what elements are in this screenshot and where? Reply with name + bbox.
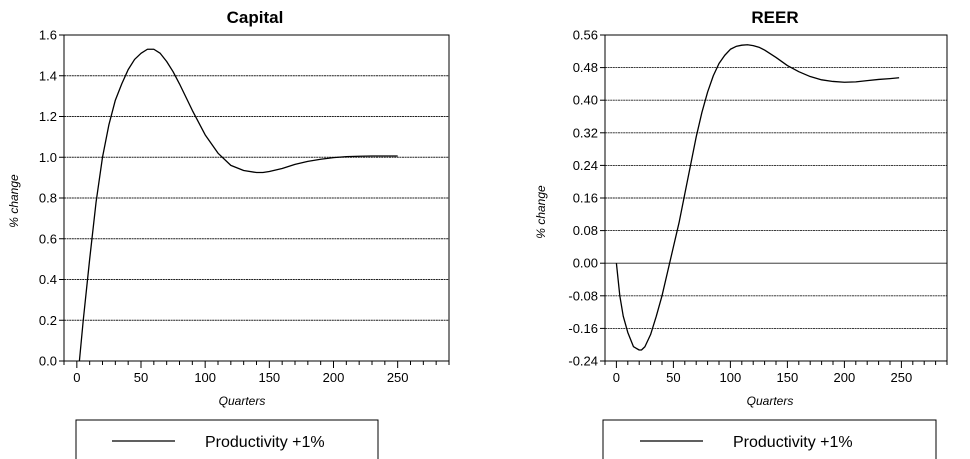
y-tick-label: 0.0 [39,354,57,369]
series-line [615,44,900,351]
y-tick-label: -0.16 [568,321,598,336]
plot-frame [604,34,948,362]
y-tick-label: 1.6 [39,28,57,43]
x-tick-label: 50 [666,370,680,385]
x-tick-label: 200 [834,370,856,385]
y-tick-label: -0.08 [568,288,598,303]
series-line [78,48,398,362]
x-axis-label: Quarters [219,394,266,408]
x-tick-label: 150 [258,370,280,385]
y-tick-label: 1.2 [39,109,57,124]
plot-frame [63,34,450,362]
x-tick-label: 150 [777,370,799,385]
x-tick-label: 0 [73,370,80,385]
y-tick-label: 1.0 [39,150,57,165]
y-tick-label: 0.4 [39,272,57,287]
y-tick-label: 0.40 [573,93,598,108]
legend-label: Productivity +1% [733,434,853,451]
x-tick-label: 50 [134,370,148,385]
x-tick-label: 0 [613,370,620,385]
y-tick-label: 0.16 [573,191,598,206]
x-axis-label: Quarters [747,394,794,408]
y-tick-label: 1.4 [39,68,57,83]
x-tick-label: 250 [387,370,409,385]
y-tick-label: 0.8 [39,191,57,206]
y-tick-label: 0.24 [573,158,598,173]
legend-box [602,419,937,459]
capital-chart: Capital % change Quarters Productivity +… [7,8,450,459]
y-tick-label: 0.56 [573,28,598,43]
reer-chart: REER % change Quarters Productivity +1% … [534,8,948,459]
legend-label: Productivity +1% [205,434,325,451]
y-tick-label: 0.08 [573,223,598,238]
chart-title: REER [751,8,798,27]
chart-title: Capital [227,8,284,27]
y-tick-label: 0.48 [573,60,598,75]
y-tick-label: 0.2 [39,313,57,328]
y-tick-label: 0.6 [39,231,57,246]
y-tick-label: -0.24 [568,354,598,369]
y-tick-label: 0.32 [573,125,598,140]
x-tick-label: 200 [323,370,345,385]
y-axis-label: % change [534,185,548,239]
x-tick-label: 250 [891,370,913,385]
legend-box [75,419,379,459]
x-tick-label: 100 [720,370,742,385]
y-tick-label: 0.00 [573,256,598,271]
x-tick-label: 100 [194,370,216,385]
y-axis-label: % change [7,174,21,228]
